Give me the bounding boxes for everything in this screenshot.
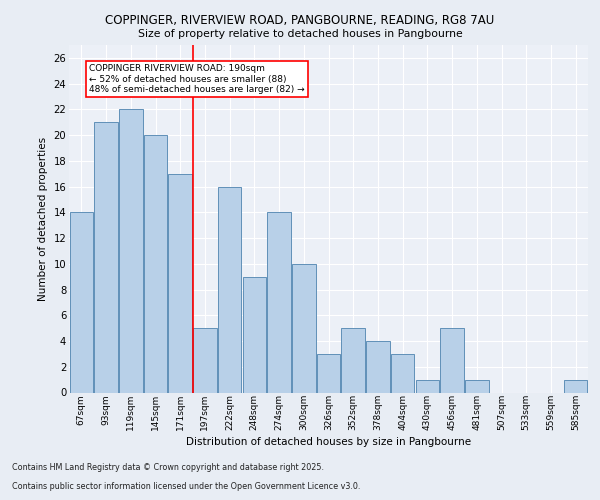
Bar <box>169 174 192 392</box>
Text: COPPINGER, RIVERVIEW ROAD, PANGBOURNE, READING, RG8 7AU: COPPINGER, RIVERVIEW ROAD, PANGBOURNE, R… <box>106 14 494 27</box>
Bar <box>218 186 241 392</box>
Text: Contains HM Land Registry data © Crown copyright and database right 2025.: Contains HM Land Registry data © Crown c… <box>12 464 324 472</box>
Text: Size of property relative to detached houses in Pangbourne: Size of property relative to detached ho… <box>137 29 463 39</box>
Bar <box>268 212 291 392</box>
Bar <box>292 264 316 392</box>
Bar <box>391 354 415 393</box>
Bar <box>440 328 464 392</box>
Bar <box>564 380 587 392</box>
Bar <box>465 380 488 392</box>
Bar <box>317 354 340 393</box>
Bar <box>144 135 167 392</box>
Bar <box>341 328 365 392</box>
X-axis label: Distribution of detached houses by size in Pangbourne: Distribution of detached houses by size … <box>186 437 471 447</box>
Bar <box>242 276 266 392</box>
Bar <box>416 380 439 392</box>
Bar <box>70 212 93 392</box>
Y-axis label: Number of detached properties: Number of detached properties <box>38 136 48 301</box>
Bar <box>94 122 118 392</box>
Text: Contains public sector information licensed under the Open Government Licence v3: Contains public sector information licen… <box>12 482 361 491</box>
Bar <box>193 328 217 392</box>
Bar <box>366 341 389 392</box>
Bar <box>119 110 143 393</box>
Text: COPPINGER RIVERVIEW ROAD: 190sqm
← 52% of detached houses are smaller (88)
48% o: COPPINGER RIVERVIEW ROAD: 190sqm ← 52% o… <box>89 64 304 94</box>
